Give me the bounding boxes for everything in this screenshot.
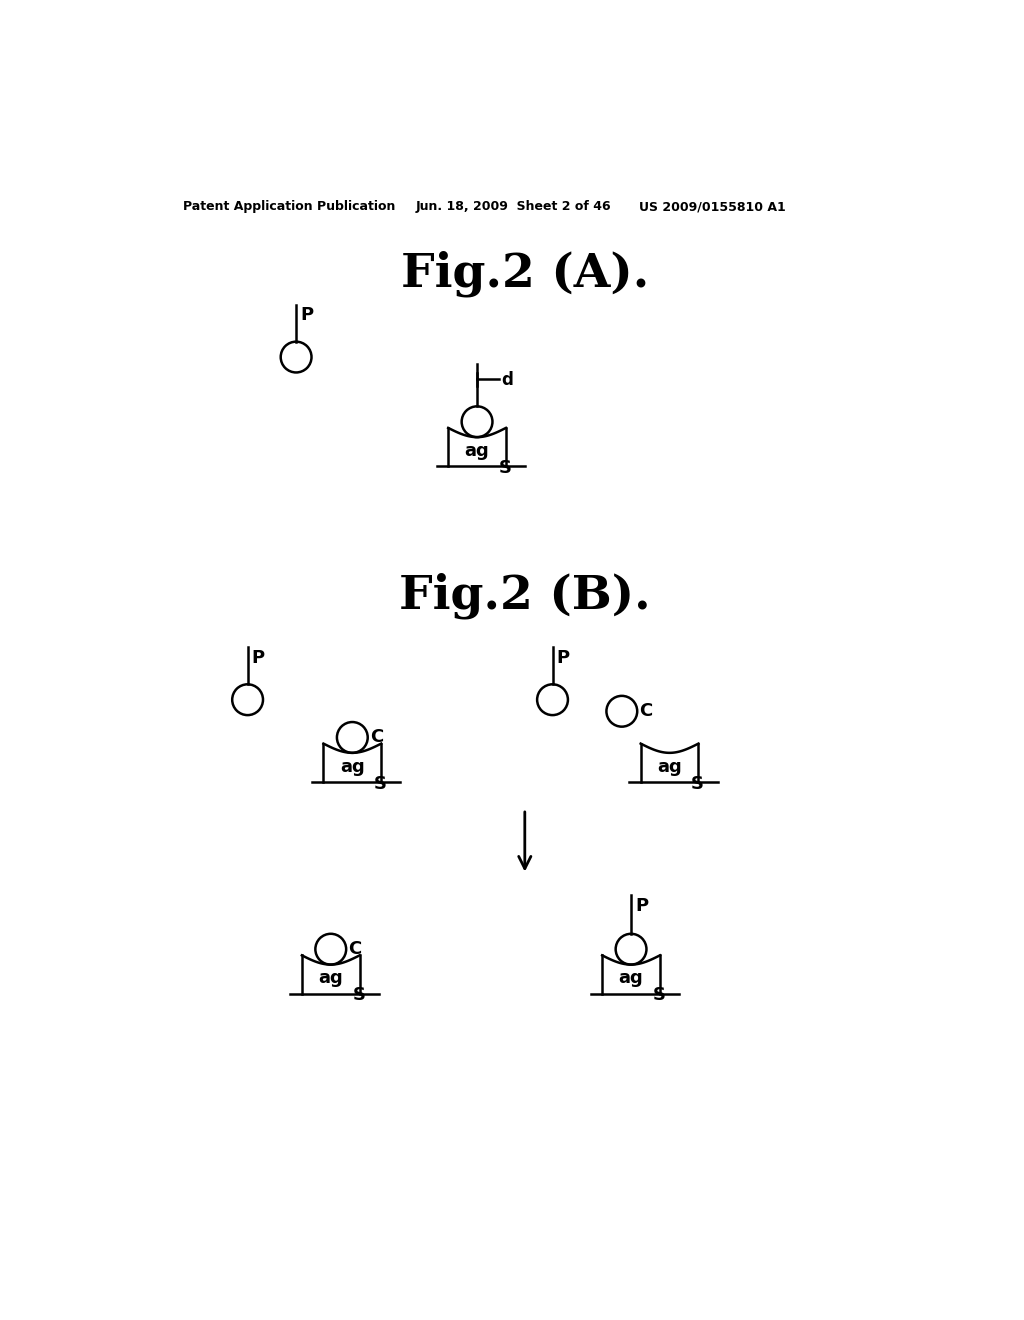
Text: ag: ag	[318, 969, 343, 987]
Text: S: S	[499, 459, 512, 477]
Text: Fig.2 (A).: Fig.2 (A).	[400, 251, 649, 297]
Text: Jun. 18, 2009  Sheet 2 of 46: Jun. 18, 2009 Sheet 2 of 46	[416, 201, 611, 214]
Text: P: P	[252, 649, 264, 667]
Text: P: P	[635, 896, 648, 915]
Text: S: S	[652, 986, 666, 1005]
Text: S: S	[691, 775, 705, 792]
Text: P: P	[300, 306, 313, 325]
Text: ag: ag	[340, 758, 365, 776]
Text: Patent Application Publication: Patent Application Publication	[183, 201, 395, 214]
Text: S: S	[374, 775, 387, 792]
Text: C: C	[370, 729, 383, 746]
Text: P: P	[556, 649, 569, 667]
Text: S: S	[352, 986, 366, 1005]
Text: ag: ag	[657, 758, 682, 776]
Text: C: C	[348, 940, 361, 958]
Text: Fig.2 (B).: Fig.2 (B).	[399, 573, 650, 619]
Text: US 2009/0155810 A1: US 2009/0155810 A1	[639, 201, 785, 214]
Text: ag: ag	[465, 442, 489, 459]
Text: ag: ag	[618, 969, 643, 987]
Text: C: C	[640, 702, 652, 721]
Text: d: d	[502, 371, 514, 389]
